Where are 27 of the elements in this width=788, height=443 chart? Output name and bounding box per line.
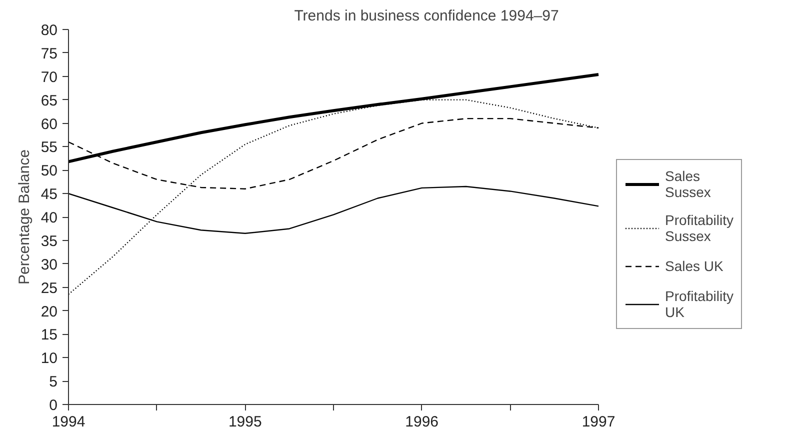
y-tick-label: 5: [49, 374, 58, 391]
y-tick-label: 20: [40, 303, 58, 320]
y-tick-label: 35: [40, 232, 58, 250]
y-tick-label: 15: [40, 326, 58, 344]
y-tick-label: 75: [40, 45, 58, 62]
y-tick-label: 50: [40, 162, 58, 180]
y-tick-label: 30: [40, 256, 58, 274]
y-tick-label: 25: [40, 280, 58, 297]
y-axis-title: Percentage Balance: [16, 149, 33, 285]
x-tick-label: 1995: [228, 414, 262, 430]
y-tick-label: 70: [40, 68, 58, 86]
y-tick-label: 60: [40, 116, 58, 133]
legend-label: Profitability Sussex: [665, 212, 734, 244]
y-tick-label: 10: [40, 350, 58, 368]
y-tick-label: 45: [40, 186, 58, 204]
y-tick-label: 40: [40, 210, 58, 226]
y-tick-label: 65: [40, 92, 58, 110]
legend-label: Sales UK: [665, 258, 724, 274]
legend-label: Sales Sussex: [665, 168, 711, 200]
y-tick-label: 55: [40, 139, 58, 156]
x-tick-label: 1997: [582, 414, 616, 430]
x-tick-label: 1994: [52, 414, 86, 430]
y-tick-label: 80: [40, 22, 58, 39]
y-tick-label: 0: [49, 397, 58, 414]
x-tick-label: 1996: [405, 414, 439, 430]
chart-title: Trends in business confidence 1994–97: [294, 8, 559, 24]
legend-label: Profitability UK: [665, 288, 734, 320]
